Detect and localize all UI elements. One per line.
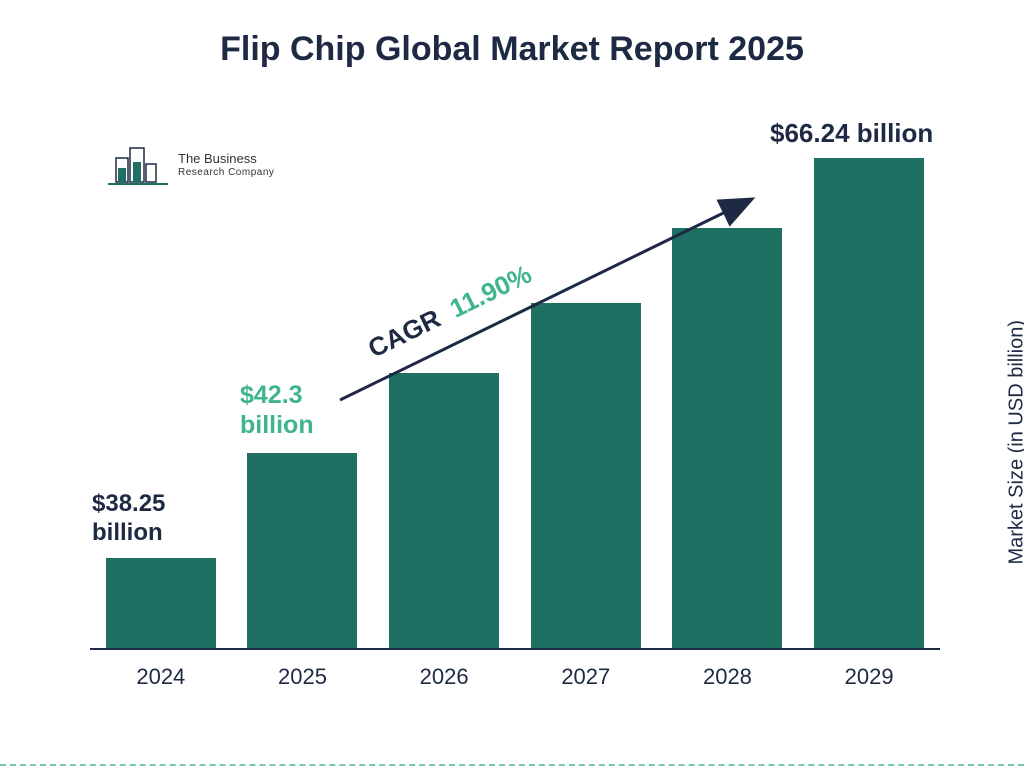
- x-axis-line: [90, 648, 940, 650]
- bar-2026: [389, 373, 499, 648]
- bar-wrap: [101, 558, 221, 648]
- xlabel: 2026: [384, 664, 504, 690]
- bar-2029: [814, 158, 924, 648]
- value-label-2024: $38.25 billion: [92, 490, 165, 548]
- bar-2024: [106, 558, 216, 648]
- bar-2025: [247, 453, 357, 648]
- bar-2028: [672, 228, 782, 648]
- value-label-line1: $42.3: [240, 381, 303, 409]
- value-label-line2: billion: [92, 519, 163, 546]
- xlabel: 2029: [809, 664, 929, 690]
- bars-group: [90, 148, 940, 648]
- xlabel: 2027: [526, 664, 646, 690]
- value-label-line1: $66.24 billion: [770, 118, 933, 148]
- footer-dashed-line: [0, 764, 1024, 766]
- y-axis-label: Market Size (in USD billion): [1006, 320, 1024, 565]
- xlabel: 2024: [101, 664, 221, 690]
- chart-area: 2024 2025 2026 2027 2028 2029: [90, 120, 940, 690]
- chart-container: Flip Chip Global Market Report 2025 The …: [0, 0, 1024, 768]
- x-axis-labels: 2024 2025 2026 2027 2028 2029: [90, 664, 940, 690]
- bar-wrap: [809, 158, 929, 648]
- value-label-line1: $38.25: [92, 490, 165, 517]
- value-label-2029: $66.24 billion: [770, 118, 933, 149]
- bar-wrap: [667, 228, 787, 648]
- bar-wrap: [526, 303, 646, 648]
- bar-wrap: [384, 373, 504, 648]
- value-label-2025: $42.3 billion: [240, 380, 314, 440]
- value-label-line2: billion: [240, 411, 314, 439]
- bar-2027: [531, 303, 641, 648]
- bar-wrap: [242, 453, 362, 648]
- xlabel: 2028: [667, 664, 787, 690]
- chart-title: Flip Chip Global Market Report 2025: [0, 30, 1024, 69]
- xlabel: 2025: [242, 664, 362, 690]
